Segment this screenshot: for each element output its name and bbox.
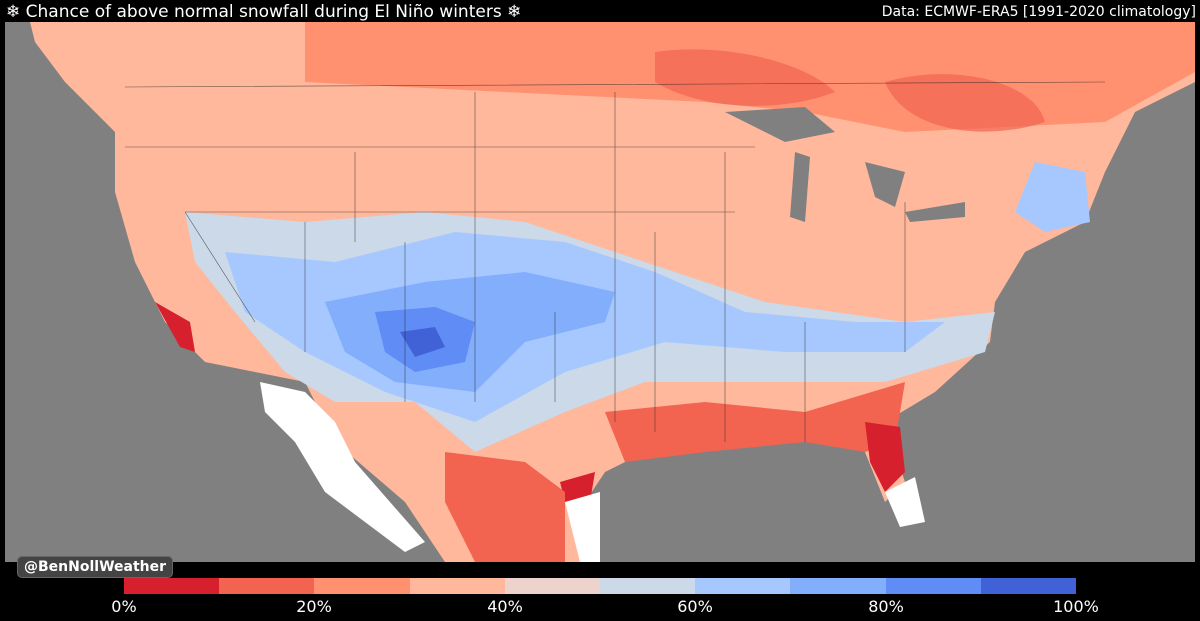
colorbar-segment	[980, 578, 1077, 594]
colorbar-segment	[314, 578, 410, 594]
region-gulf-red	[605, 382, 905, 462]
colorbar-segment	[124, 578, 220, 594]
colorbar-tick: 100%	[1053, 597, 1099, 616]
colorbar-segment	[600, 578, 696, 594]
region-mexico-red	[445, 452, 565, 562]
data-source: Data: ECMWF-ERA5 [1991-2020 climatology]	[881, 4, 1196, 20]
map-canvas	[30, 22, 1195, 562]
colorbar-tick: 0%	[111, 597, 137, 616]
colorbar-tick: 40%	[487, 597, 523, 616]
state-borders	[124, 81, 1106, 442]
colorbar	[124, 578, 1077, 594]
colorbar-segment	[885, 578, 981, 594]
credit-label: @BenNollWeather	[17, 556, 174, 578]
colorbar-tick: 20%	[296, 597, 332, 616]
colorbar-segment	[790, 578, 886, 594]
colorbar-tick: 80%	[868, 597, 904, 616]
region-northeast-blue	[1015, 162, 1090, 232]
great-lakes	[725, 107, 965, 222]
colorbar-segment	[695, 578, 791, 594]
region-canada-dark	[655, 49, 1045, 132]
no-data-region	[260, 382, 925, 562]
map-title: ❄ Chance of above normal snowfall during…	[6, 2, 522, 22]
colorbar-tick: 60%	[677, 597, 713, 616]
colorbar-segment	[504, 578, 601, 594]
snowfall-probability-map: @BenNollWeather	[5, 22, 1195, 578]
colorbar-segment	[219, 578, 315, 594]
colorbar-segment	[409, 578, 505, 594]
region-darkest-blue	[400, 327, 445, 357]
